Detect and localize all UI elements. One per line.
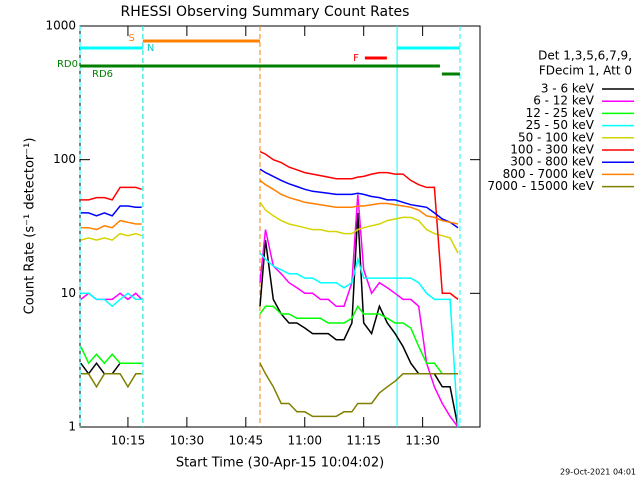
legend-label: 7000 - 15000 keV xyxy=(487,179,594,193)
series-line xyxy=(80,201,459,254)
y-tick-label: 1000 xyxy=(45,19,76,33)
legend-header: FDecim 1, Att 0 xyxy=(539,64,632,78)
y-axis-label: Count Rate (s⁻¹ detector⁻¹) xyxy=(23,138,38,315)
series-line xyxy=(80,179,459,231)
flag-label: RD0 xyxy=(57,59,78,70)
x-tick-label: 11:30 xyxy=(405,434,440,448)
x-tick-label: 11:15 xyxy=(346,434,381,448)
x-tick-label: 10:45 xyxy=(229,434,264,448)
legend-label: 800 - 7000 keV xyxy=(503,167,595,181)
x-tick-label: 11:00 xyxy=(287,434,322,448)
series-line xyxy=(80,362,458,418)
legend-label: 12 - 25 keV xyxy=(526,106,595,120)
series-line xyxy=(80,168,459,229)
series-line xyxy=(80,150,459,300)
legend-label: 3 - 6 keV xyxy=(541,82,595,96)
flag-label: N xyxy=(147,43,154,54)
x-axis-label: Start Time (30-Apr-15 10:04:02) xyxy=(176,456,384,471)
flag-label: F xyxy=(353,53,359,64)
x-tick-label: 10:15 xyxy=(111,434,146,448)
y-tick-label: 1 xyxy=(68,420,76,434)
legend-label: 6 - 12 keV xyxy=(533,94,595,108)
y-tick-label: 10 xyxy=(61,286,76,300)
series-line xyxy=(80,252,459,428)
flag-label: S xyxy=(129,33,135,44)
legend-label: 25 - 50 keV xyxy=(526,118,595,132)
chart-title: RHESSI Observing Summary Count Rates xyxy=(121,4,410,20)
legend-label: 50 - 100 keV xyxy=(518,130,595,144)
series-line xyxy=(80,304,458,375)
legend-header: Det 1,3,5,6,7,9, xyxy=(538,49,632,63)
y-tick-label: 100 xyxy=(53,152,76,166)
footer: 29-Oct-2021 04:01 xyxy=(560,468,636,477)
legend-label: 300 - 800 keV xyxy=(510,155,594,169)
flag-label: RD6 xyxy=(92,69,113,80)
legend-label: 100 - 300 keV xyxy=(510,143,594,157)
x-tick-label: 10:30 xyxy=(170,434,205,448)
